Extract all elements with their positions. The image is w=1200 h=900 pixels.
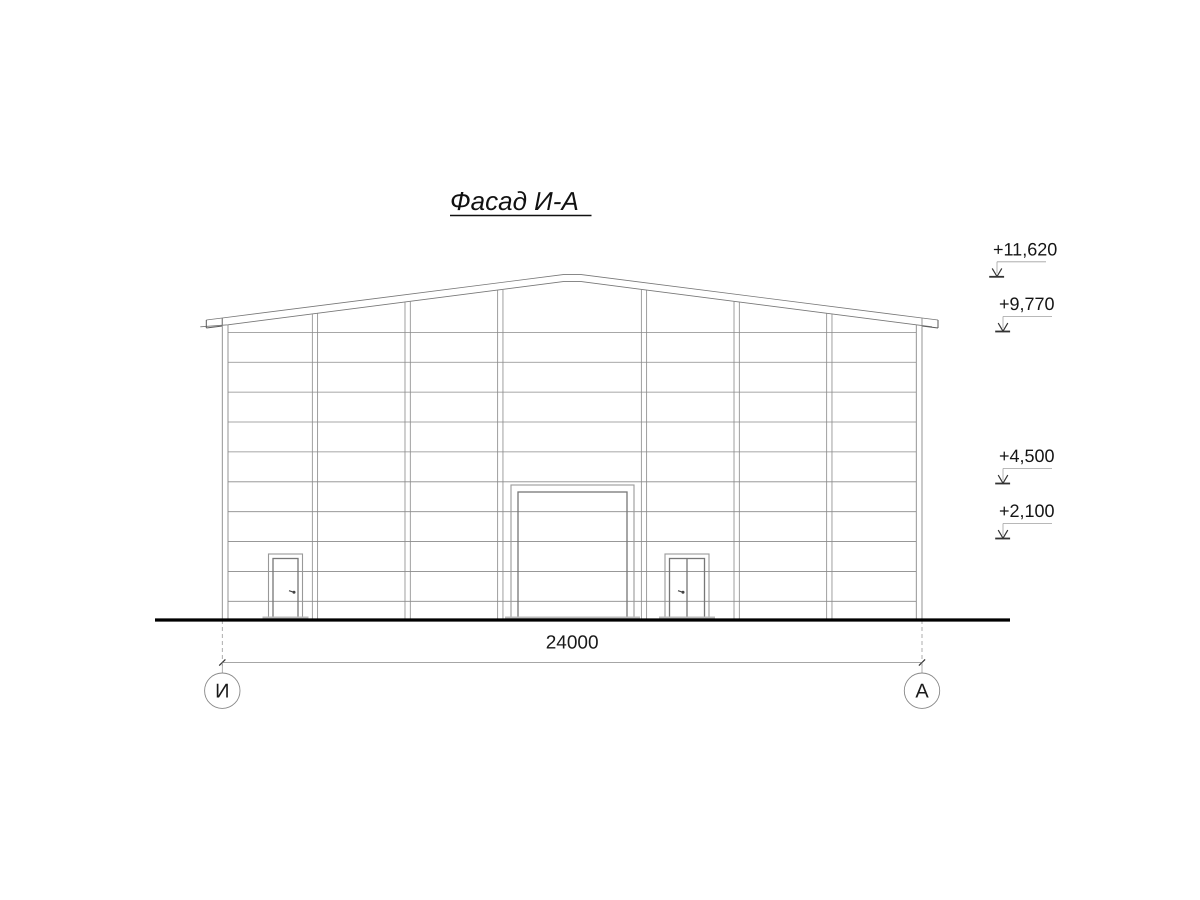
svg-text:A: A xyxy=(915,681,929,703)
svg-text:И: И xyxy=(215,681,229,703)
svg-text:Фасад И-А: Фасад И-А xyxy=(450,186,579,216)
svg-text:+9,770: +9,770 xyxy=(999,294,1055,314)
svg-text:+4,500: +4,500 xyxy=(999,446,1055,466)
svg-text:24000: 24000 xyxy=(546,633,599,654)
svg-text:+11,620: +11,620 xyxy=(993,239,1057,259)
svg-text:+2,100: +2,100 xyxy=(999,501,1055,521)
